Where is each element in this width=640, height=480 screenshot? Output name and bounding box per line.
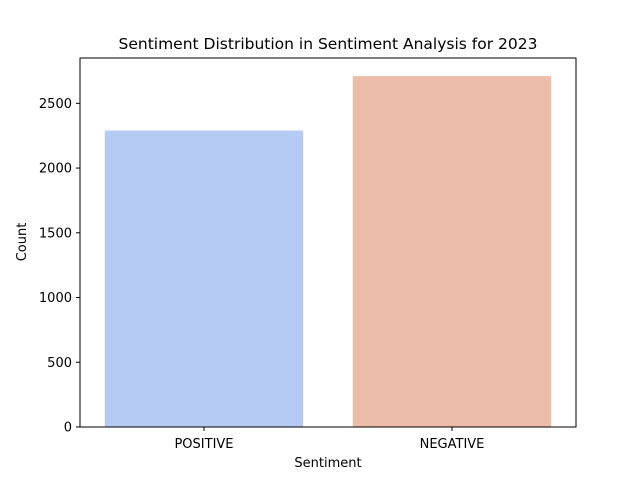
bar-positive [104,130,304,428]
x-axis-ticks: POSITIVE NEGATIVE [174,427,484,452]
x-tick-label: POSITIVE [174,437,233,452]
bar-negative [352,76,552,427]
bars-group [104,76,552,428]
y-tick-label: 2500 [39,97,72,112]
y-axis-label: Count [15,223,30,262]
x-tick-label: NEGATIVE [420,437,485,452]
y-axis-ticks: 0 500 1000 1500 2000 2500 [39,97,80,436]
x-axis-label: Sentiment [294,456,361,471]
y-tick-label: 0 [64,421,72,436]
y-tick-label: 500 [47,356,72,371]
chart-title: Sentiment Distribution in Sentiment Anal… [119,35,538,53]
y-tick-label: 1500 [39,226,72,241]
plot-frame [79,57,577,428]
y-tick-label: 2000 [39,162,72,177]
y-tick-label: 1000 [39,291,72,306]
